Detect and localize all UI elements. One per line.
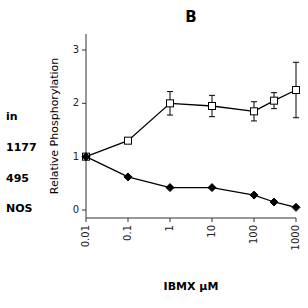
x-tick bbox=[254, 218, 255, 222]
title: B bbox=[185, 8, 196, 26]
point bbox=[209, 103, 216, 110]
x-tick-label: 0.01 bbox=[80, 225, 91, 247]
error-cap bbox=[251, 101, 257, 102]
y-tick bbox=[82, 103, 86, 104]
error-cap bbox=[293, 62, 299, 63]
error-cap bbox=[293, 117, 299, 118]
y-tick-label: 1 bbox=[73, 151, 79, 162]
x-axis-label: IBMX μM bbox=[164, 280, 219, 293]
x-tick-label: 0.1 bbox=[122, 225, 133, 241]
y-tick-label: 0 bbox=[73, 204, 79, 215]
x-tick bbox=[296, 218, 297, 222]
point bbox=[83, 153, 90, 160]
plot-area bbox=[82, 62, 300, 211]
point bbox=[167, 100, 174, 107]
x-axis-line bbox=[86, 218, 296, 219]
error-cap bbox=[209, 116, 215, 117]
series-line bbox=[86, 90, 296, 157]
axes: 0 1 2 3 0.01 0.1 1 10 100 1000 bbox=[73, 34, 301, 250]
y-axis-line bbox=[86, 34, 87, 218]
x-tick bbox=[170, 218, 171, 222]
error-bar bbox=[271, 93, 277, 109]
point bbox=[125, 137, 132, 144]
y-tick bbox=[82, 210, 86, 211]
point bbox=[82, 153, 90, 161]
error-cap bbox=[167, 91, 173, 92]
series-line bbox=[86, 157, 296, 208]
point bbox=[251, 108, 258, 115]
y-axis-label: Relative Phosphorylation bbox=[48, 58, 61, 195]
x-tick bbox=[212, 218, 213, 222]
point bbox=[250, 191, 258, 199]
error-bar bbox=[251, 102, 257, 121]
error-bar bbox=[167, 92, 173, 115]
y-tick bbox=[82, 50, 86, 51]
point bbox=[166, 184, 174, 192]
annotation: in bbox=[6, 110, 18, 123]
error-bar bbox=[209, 95, 215, 116]
error-cap bbox=[251, 120, 257, 121]
chart: Bin 1177 495 NOS 0 1 2 3 0.01 0.1 1 10 100 1000 IBMX μ… bbox=[0, 0, 308, 308]
y-tick-label: 3 bbox=[73, 44, 79, 55]
x-tick-label: 100 bbox=[248, 225, 259, 244]
annotation: 1177 bbox=[6, 141, 37, 154]
error-cap bbox=[209, 95, 215, 96]
error-bar bbox=[293, 62, 299, 117]
y-tick-label: 2 bbox=[73, 97, 79, 108]
x-tick-label: 10 bbox=[206, 225, 217, 238]
annotation: NOS bbox=[6, 202, 33, 215]
x-tick-label: 1 bbox=[164, 225, 175, 231]
x-tick-label: 1000 bbox=[290, 225, 301, 250]
x-tick bbox=[86, 218, 87, 222]
series bbox=[83, 62, 300, 160]
point bbox=[292, 203, 300, 211]
point bbox=[270, 198, 278, 206]
x-tick bbox=[128, 218, 129, 222]
point bbox=[271, 97, 278, 104]
annotation: 495 bbox=[6, 172, 29, 185]
point bbox=[293, 87, 300, 94]
series bbox=[82, 153, 300, 212]
point bbox=[124, 173, 132, 181]
error-cap bbox=[271, 108, 277, 109]
point bbox=[208, 184, 216, 192]
error-cap bbox=[271, 92, 277, 93]
error-cap bbox=[167, 115, 173, 116]
